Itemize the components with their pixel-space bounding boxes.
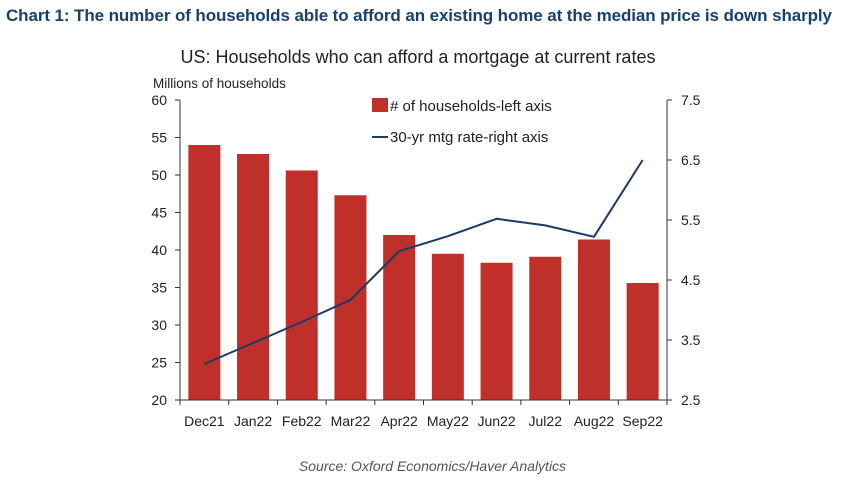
mortgage-rate-line xyxy=(203,159,644,365)
x-tick-label: Mar22 xyxy=(331,413,371,429)
right-tick-label: 4.5 xyxy=(681,272,701,288)
bar-jan22 xyxy=(237,154,270,400)
left-tick-label: 40 xyxy=(151,242,167,258)
bar-jul22 xyxy=(529,256,562,400)
line-layer xyxy=(203,159,644,365)
legend: # of households-left axis 30-yr mtg rate-… xyxy=(372,98,552,146)
left-tick-label: 55 xyxy=(151,130,167,146)
legend-bar-swatch xyxy=(372,98,388,112)
x-tick-label: Jun22 xyxy=(477,413,515,429)
right-tick-label: 5.5 xyxy=(681,212,701,228)
bar-sep22 xyxy=(626,283,659,400)
right-tick-label: 3.5 xyxy=(681,332,701,348)
bar-dec21 xyxy=(188,145,221,400)
left-tick-label: 30 xyxy=(151,317,167,333)
left-tick-label: 60 xyxy=(151,92,167,108)
left-tick-label: 35 xyxy=(151,280,167,296)
left-tick-label: 20 xyxy=(151,392,167,408)
x-tick-label: Jul22 xyxy=(529,413,563,429)
bar-may22 xyxy=(431,253,464,400)
y-axis-label: Millions of households xyxy=(153,76,286,91)
bars-group xyxy=(188,145,659,400)
legend-line-label: 30-yr mtg rate-right axis xyxy=(390,129,548,146)
x-tick-label: Jan22 xyxy=(234,413,272,429)
x-tick-label: May22 xyxy=(427,413,469,429)
chart-title: US: Households who can afford a mortgage… xyxy=(181,47,656,67)
right-tick-label: 7.5 xyxy=(681,92,701,108)
x-tick-label: Aug22 xyxy=(574,413,615,429)
x-tick-label: Sep22 xyxy=(622,413,663,429)
legend-bar-label: # of households-left axis xyxy=(390,98,552,115)
bar-feb22 xyxy=(285,170,318,400)
right-tick-label: 6.5 xyxy=(681,152,701,168)
x-tick-label: Apr22 xyxy=(380,413,418,429)
bar-apr22 xyxy=(383,235,416,400)
bar-mar22 xyxy=(334,195,367,400)
x-tick-label: Feb22 xyxy=(282,413,322,429)
page-heading: Chart 1: The number of households able t… xyxy=(6,6,832,25)
bar-aug22 xyxy=(577,239,610,400)
x-tick-label: Dec21 xyxy=(184,413,225,429)
bar-jun22 xyxy=(480,262,513,400)
left-tick-label: 50 xyxy=(151,167,167,183)
axes-group: 60 55 50 45 40 35 30 25 20 7.5 6.5 5.5 4.5 3.5 2.5 Dec2… xyxy=(151,92,700,429)
source-note: Source: Oxford Economics/Haver Analytics xyxy=(298,458,567,474)
left-tick-label: 45 xyxy=(151,205,167,221)
left-tick-label: 25 xyxy=(151,355,167,371)
right-tick-label: 2.5 xyxy=(681,392,701,408)
